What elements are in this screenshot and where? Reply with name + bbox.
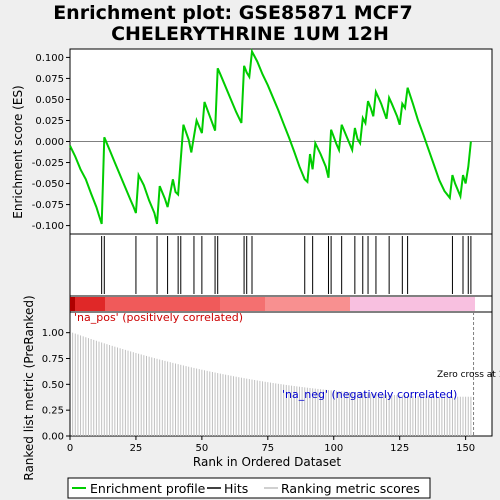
- band-segment-salmon: [220, 297, 265, 311]
- band-segment-red-dark: [70, 297, 75, 311]
- rank-x-tick-label: 100: [324, 443, 343, 454]
- rank-x-tick-label: 50: [196, 443, 209, 454]
- rank-color-band: [69, 295, 493, 313]
- zero-cross-label: Zero cross at 153: [437, 370, 500, 380]
- negative-correlation-label: 'na_neg' (negatively correlated): [282, 388, 457, 401]
- rank-x-tick-label: 75: [261, 443, 274, 454]
- hits-panel: [69, 233, 493, 297]
- es-y-tick-label: -0.050: [32, 179, 64, 190]
- legend-hits-label: Hits: [224, 481, 248, 496]
- es-y-tick-label: 0.100: [35, 53, 64, 64]
- es-y-tick-label: -0.075: [32, 200, 64, 211]
- chart-title-line2: CHELERYTHRINE 1UM 12H: [111, 23, 389, 45]
- hits-plot-area: [69, 233, 493, 297]
- es-y-tick-label: 0.025: [35, 116, 64, 127]
- es-y-tick-label: -0.100: [32, 221, 64, 232]
- rank-y-tick-label: 1.00: [42, 328, 64, 339]
- es-y-tick-label: 0.050: [35, 95, 64, 106]
- enrichment-profile-line: [69, 48, 472, 225]
- rank-x-axis-label: Rank in Ordered Dataset: [193, 455, 341, 469]
- rank-x-tick-label: 125: [390, 443, 409, 454]
- es-y-tick-label: -0.025: [32, 158, 64, 169]
- rank-y-axis-label: Ranked list metric (PreRanked): [22, 295, 36, 480]
- es-y-axis-label: Enrichment score (ES): [11, 85, 25, 218]
- es-y-tick-label: 0.075: [35, 74, 64, 85]
- es-y-tick-label: 0.000: [35, 137, 64, 148]
- rank-x-tick-label: 150: [456, 443, 475, 454]
- rank-x-tick-label: 25: [130, 443, 143, 454]
- rank-y-tick-label: 0.75: [42, 354, 64, 365]
- chart-title-line1: Enrichment plot: GSE85871 MCF7: [53, 2, 413, 24]
- es-panel: 0.100 0.075 0.050 0.025 0.000 -0.025 -0.050 -0.…: [11, 48, 493, 235]
- positive-correlation-label: 'na_pos' (positively correlated): [74, 311, 243, 324]
- rank-x-tick-label: 0: [67, 443, 73, 454]
- legend: Enrichment profile Hits Ranking metric s…: [67, 477, 431, 499]
- rank-y-tick-label: 0.25: [42, 406, 64, 417]
- legend-box: [67, 477, 431, 499]
- legend-ranking-label: Ranking metric scores: [281, 481, 420, 496]
- ranking-panel: 0.00 0.25 0.50 0.75 1.00 0 25 50 75 100 125 150 'n…: [22, 295, 500, 480]
- band-segment-pink: [350, 297, 475, 311]
- band-segment-red-mid: [105, 297, 220, 311]
- rank-y-tick-label: 0.00: [42, 432, 64, 443]
- legend-enrichment-label: Enrichment profile: [90, 481, 206, 496]
- rank-y-tick-label: 0.50: [42, 380, 64, 391]
- band-segment-red: [75, 297, 105, 311]
- band-segment-light-red: [265, 297, 350, 311]
